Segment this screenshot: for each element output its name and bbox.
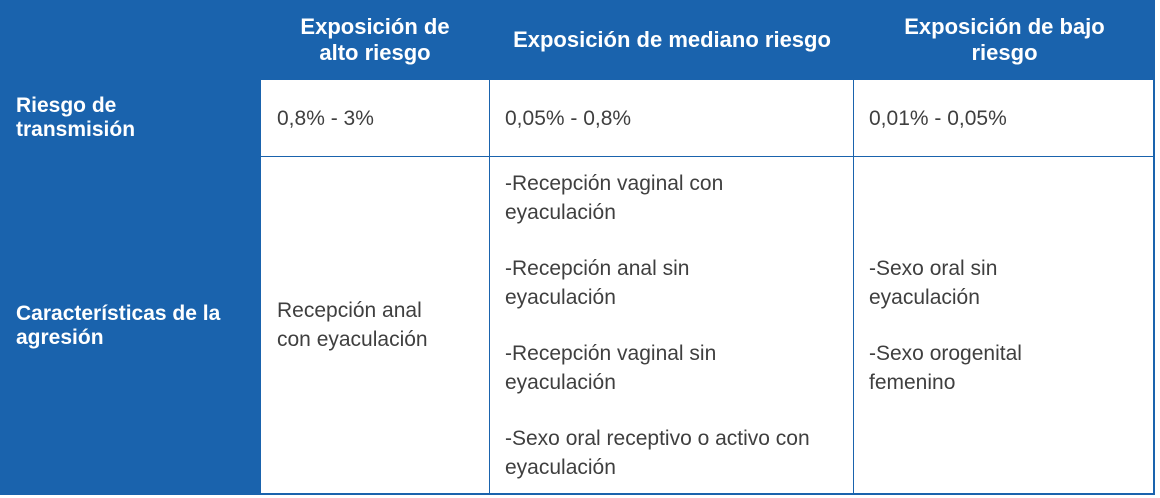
row-label-aggression-characteristics: Características de la agresión — [16, 302, 221, 349]
cell-text: 0,8% - 3% — [277, 106, 374, 130]
cell-text: 0,05% - 0,8% — [505, 106, 632, 130]
cell-text: 0,01% - 0,05% — [869, 106, 1007, 130]
list-item: -Sexo oral sin eyaculación — [869, 256, 998, 309]
row-label-transmission-risk: Riesgo de transmisión — [16, 94, 136, 141]
header-high-risk: Exposición de alto riesgo — [300, 13, 450, 65]
header-corner — [0, 0, 260, 79]
list-item: -Recepción vaginal con eyaculación — [505, 171, 724, 224]
cell-text: Recepción anal con eyaculación — [277, 299, 428, 351]
header-medium-risk: Exposición de mediano riesgo — [513, 26, 831, 52]
table-cell: 0,8% - 3% — [260, 79, 490, 157]
table-cell: -Recepción vaginal con eyaculación -Rece… — [490, 157, 854, 495]
list-item: -Sexo orogenital femenino — [869, 341, 1022, 394]
table-cell: 0,01% - 0,05% — [854, 79, 1155, 157]
table-cell: Recepción anal con eyaculación — [260, 157, 490, 495]
list-item: -Recepción vaginal sin eyaculación — [505, 341, 717, 394]
list-item: -Sexo oral receptivo o activo con eyacul… — [505, 426, 810, 479]
table-cell: -Sexo oral sin eyaculación -Sexo orogeni… — [854, 157, 1155, 495]
header-low-risk: Exposición de bajo riesgo — [904, 13, 1105, 65]
table-cell: 0,05% - 0,8% — [490, 79, 854, 157]
list-item: -Recepción anal sin eyaculación — [505, 256, 690, 309]
